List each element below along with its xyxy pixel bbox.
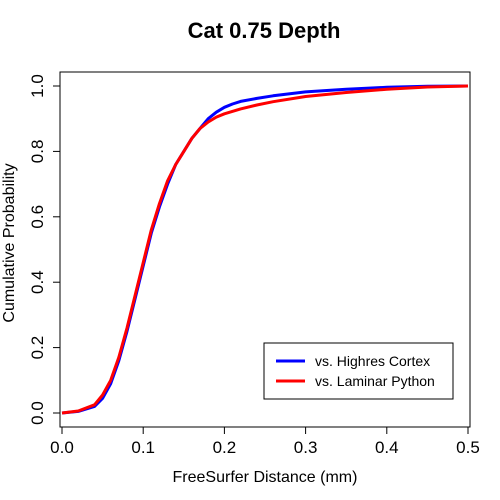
x-tick-label: 0.0 <box>50 438 74 457</box>
x-tick-label: 0.4 <box>375 438 399 457</box>
legend-box <box>263 342 454 400</box>
y-axis-label: Cumulative Probability <box>1 163 18 322</box>
legend-label-laminar-python: vs. Laminar Python <box>315 373 435 389</box>
x-tick-label: 0.3 <box>294 438 318 457</box>
legend-label-highres-cortex: vs. Highres Cortex <box>315 353 430 369</box>
series-layer <box>61 84 469 415</box>
series-line-vs-laminar-python <box>61 84 469 415</box>
y-tick-label: 0.0 <box>28 401 47 425</box>
y-tick-label: 0.4 <box>28 270 47 294</box>
y-tick-label: 1.0 <box>28 74 47 98</box>
y-axis: 0.0 0.2 0.4 0.6 0.8 1.0 <box>28 74 60 425</box>
y-tick-label: 0.2 <box>28 336 47 360</box>
x-axis: 0.0 0.1 0.2 0.3 0.4 0.5 <box>50 427 480 457</box>
x-axis-label: FreeSurfer Distance (mm) <box>173 469 358 486</box>
legend: vs. Highres Cortex vs. Laminar Python <box>263 342 454 400</box>
chart-title: Cat 0.75 Depth <box>188 18 341 43</box>
x-tick-label: 0.5 <box>456 438 480 457</box>
y-tick-label: 0.8 <box>28 140 47 164</box>
plot-frame <box>59 71 471 428</box>
x-tick-label: 0.2 <box>213 438 237 457</box>
y-tick-label: 0.6 <box>28 205 47 229</box>
x-tick-label: 0.1 <box>131 438 155 457</box>
